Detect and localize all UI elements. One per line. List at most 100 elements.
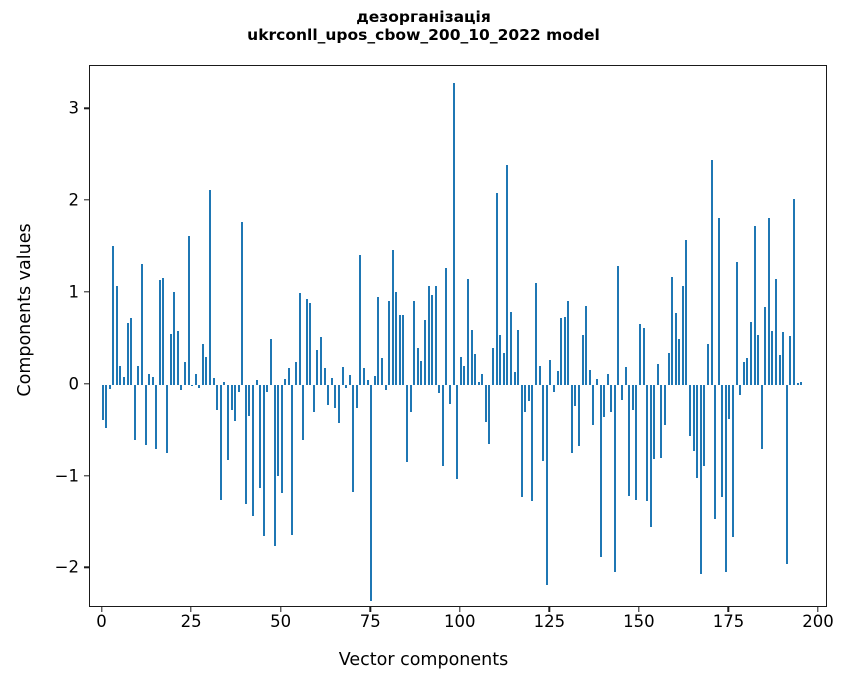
- bar: [617, 266, 620, 385]
- bar: [767, 218, 770, 385]
- bar: [581, 335, 584, 385]
- bar: [775, 279, 778, 385]
- bar: [330, 378, 333, 385]
- bar: [578, 384, 580, 447]
- bar: [628, 384, 631, 496]
- bar: [133, 384, 136, 440]
- bar: [409, 384, 412, 413]
- x-tick-mark: [369, 607, 371, 612]
- bar: [671, 277, 674, 385]
- bar: [574, 384, 577, 406]
- bar: [370, 384, 373, 601]
- y-tick-mark: [84, 566, 89, 569]
- bar: [563, 316, 566, 385]
- bar: [757, 335, 760, 385]
- x-tick-label: 75: [359, 612, 381, 631]
- bar: [696, 384, 699, 479]
- bar: [771, 330, 774, 385]
- bar: [137, 366, 140, 385]
- bar: [294, 361, 297, 385]
- bar: [520, 384, 523, 497]
- chart-title-line-2: ukrconll_upos_cbow_200_10_2022 model: [247, 26, 600, 45]
- bar: [653, 384, 656, 460]
- bar: [151, 376, 154, 385]
- bar: [456, 384, 459, 480]
- bar: [123, 377, 126, 385]
- bar: [542, 384, 545, 461]
- bar: [782, 332, 785, 385]
- bar: [535, 282, 538, 385]
- bar: [585, 305, 588, 385]
- bar: [166, 384, 169, 453]
- x-tick-label: 0: [96, 612, 107, 631]
- bar: [477, 382, 480, 385]
- x-tick-label: 50: [270, 612, 292, 631]
- bar: [105, 384, 108, 428]
- y-tick-label: 2: [68, 190, 80, 210]
- bar: [649, 384, 652, 528]
- x-tick-label: 150: [623, 612, 655, 631]
- bar: [252, 384, 254, 517]
- bar: [624, 367, 627, 385]
- bar: [366, 380, 369, 385]
- chart-title-line-1: дезорганізація: [356, 8, 491, 26]
- x-tick-label: 125: [533, 612, 566, 631]
- bar: [155, 384, 158, 450]
- bar: [320, 337, 323, 385]
- bar: [355, 384, 358, 408]
- bar: [162, 278, 165, 385]
- bar: [198, 384, 201, 388]
- bar: [395, 291, 398, 385]
- bar: [212, 378, 215, 385]
- bar: [173, 291, 176, 385]
- bar: [735, 261, 738, 385]
- bar: [495, 192, 498, 385]
- bar: [552, 384, 555, 393]
- bar: [262, 384, 265, 537]
- bar: [635, 384, 638, 500]
- bar: [692, 384, 695, 451]
- bar: [545, 384, 548, 586]
- bar: [678, 338, 681, 385]
- bar: [588, 370, 591, 385]
- bar: [269, 338, 272, 385]
- bar: [266, 384, 269, 393]
- bar: [305, 299, 308, 385]
- bar: [176, 331, 179, 385]
- chart-title: дезорганізація ukrconll_upos_cbow_200_10…: [0, 8, 847, 45]
- bar: [481, 373, 484, 385]
- bar: [570, 384, 573, 453]
- bar: [284, 379, 287, 385]
- bar: [717, 218, 720, 385]
- bar: [746, 358, 749, 385]
- bar: [642, 327, 645, 385]
- bar: [567, 301, 570, 385]
- bar: [484, 384, 487, 422]
- bar: [420, 360, 423, 385]
- bar: [244, 384, 247, 505]
- bar: [413, 301, 416, 385]
- bar: [531, 384, 534, 502]
- bar: [699, 384, 702, 574]
- bar: [384, 384, 387, 391]
- bar: [660, 384, 663, 459]
- bar: [226, 384, 229, 461]
- bar: [237, 384, 240, 393]
- bar: [280, 384, 283, 494]
- bar: [785, 384, 788, 564]
- bar: [158, 280, 161, 385]
- bar: [613, 384, 616, 573]
- bar: [470, 329, 473, 385]
- bar: [423, 320, 426, 385]
- bar: [724, 384, 727, 573]
- x-tick-marks: [89, 607, 827, 614]
- bar: [115, 285, 118, 385]
- bar: [646, 384, 649, 502]
- bar: [363, 368, 366, 385]
- bar: [144, 384, 147, 446]
- bar: [714, 384, 717, 519]
- bar: [710, 159, 713, 385]
- x-tick-label: 175: [712, 612, 745, 631]
- bar: [180, 384, 183, 391]
